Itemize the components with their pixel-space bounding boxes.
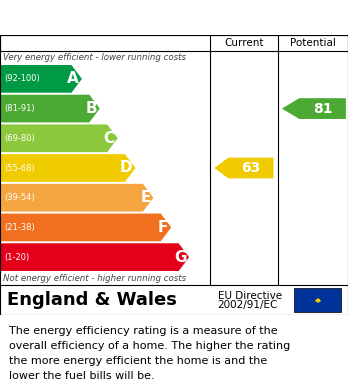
Polygon shape [0,124,118,152]
Bar [0,35,348,51]
Text: overall efficiency of a home. The higher the rating: overall efficiency of a home. The higher… [9,341,290,351]
Text: the more energy efficient the home is and the: the more energy efficient the home is an… [9,356,267,366]
Text: 2002/91/EC: 2002/91/EC [218,300,278,310]
Text: C: C [104,131,115,146]
Text: lower the fuel bills will be.: lower the fuel bills will be. [9,371,154,381]
Text: Energy Efficiency Rating: Energy Efficiency Rating [5,10,226,25]
Text: D: D [120,160,133,176]
Polygon shape [0,184,153,212]
Polygon shape [282,98,346,119]
Text: England & Wales: England & Wales [7,291,177,309]
Text: EU Directive: EU Directive [218,291,282,301]
Text: Potential: Potential [290,38,336,48]
Text: (39-54): (39-54) [4,193,35,202]
Text: (55-68): (55-68) [4,163,35,172]
Text: (69-80): (69-80) [4,134,35,143]
Text: 63: 63 [241,161,261,175]
Text: A: A [68,71,79,86]
Text: The energy efficiency rating is a measure of the: The energy efficiency rating is a measur… [9,326,277,335]
Polygon shape [0,243,189,271]
Polygon shape [214,158,274,178]
Polygon shape [0,154,135,182]
Text: Not energy efficient - higher running costs: Not energy efficient - higher running co… [3,274,186,283]
Text: G: G [174,249,186,265]
Text: (81-91): (81-91) [4,104,35,113]
Polygon shape [0,213,171,241]
Text: (21-38): (21-38) [4,223,35,232]
Polygon shape [0,65,82,93]
Text: Very energy efficient - lower running costs: Very energy efficient - lower running co… [3,53,186,62]
Text: (1-20): (1-20) [4,253,30,262]
Text: E: E [140,190,151,205]
Text: B: B [85,101,97,116]
Text: 81: 81 [313,102,332,116]
Text: Current: Current [224,38,264,48]
Bar [294,288,341,312]
Polygon shape [0,95,100,122]
Text: F: F [158,220,168,235]
Text: (92-100): (92-100) [4,74,40,83]
